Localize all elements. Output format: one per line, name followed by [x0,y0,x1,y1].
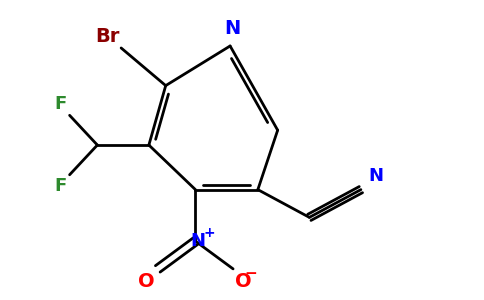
Text: F: F [54,95,67,113]
Text: Br: Br [95,27,119,46]
Text: N: N [190,232,205,250]
Text: F: F [54,177,67,195]
Text: N: N [369,167,384,185]
Text: O: O [235,272,252,291]
Text: +: + [203,226,215,240]
Text: N: N [224,19,240,38]
Text: O: O [138,272,155,291]
Text: −: − [244,266,257,281]
